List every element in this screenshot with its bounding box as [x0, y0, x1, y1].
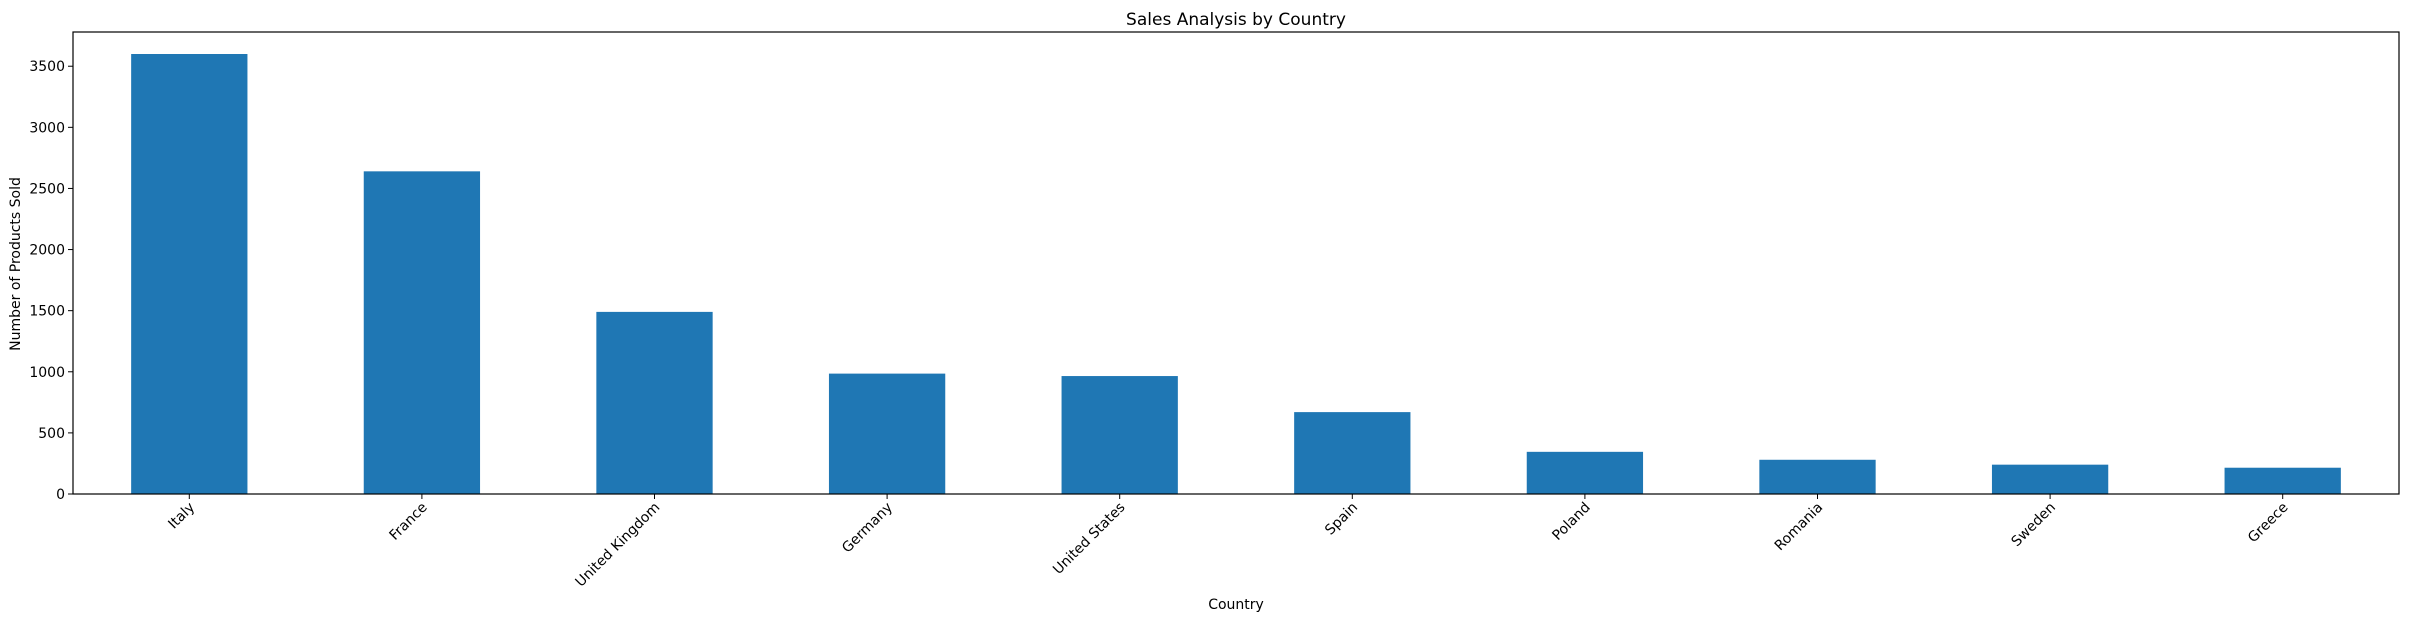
- x-tick-label: Greece: [2245, 500, 2292, 547]
- y-axis-label: Number of Products Sold: [8, 177, 24, 351]
- x-tick-label: Romania: [1772, 500, 1827, 555]
- plot-frame: [72, 31, 2400, 495]
- y-tick-label: 2500: [29, 181, 65, 197]
- y-tick-label: 1000: [29, 365, 65, 381]
- x-tick-label: Italy: [165, 500, 198, 533]
- y-tick-label: 3000: [29, 120, 65, 136]
- x-tick-label: United Kingdom: [573, 500, 664, 591]
- x-tick-label: Poland: [1549, 500, 1593, 544]
- bar-united-kingdom: [596, 311, 713, 494]
- x-tick-label: Germany: [839, 500, 896, 557]
- x-tick-label: Sweden: [2008, 500, 2058, 550]
- bar-sweden: [1991, 464, 2109, 494]
- y-tick-label: 500: [38, 426, 65, 442]
- bar-romania: [1759, 459, 1876, 494]
- y-axis: 0 500 1000 1500 2000 2500 3000 3500: [29, 59, 73, 503]
- y-tick-label: 2000: [29, 243, 65, 259]
- x-tick-label: France: [386, 500, 430, 544]
- x-tick-label: Spain: [1322, 500, 1361, 539]
- bars-group: [131, 54, 2341, 495]
- y-tick-label: 3500: [29, 59, 65, 75]
- bar-spain: [1294, 412, 1411, 494]
- bar-united-states: [1061, 376, 1178, 494]
- bar-france: [363, 171, 481, 495]
- x-axis-label: Country: [1208, 597, 1264, 613]
- bar-italy: [131, 54, 248, 494]
- bar-poland: [1526, 451, 1644, 494]
- bar-germany: [828, 373, 946, 494]
- x-tick-label: United States: [1050, 500, 1128, 578]
- bar-greece: [2224, 467, 2341, 494]
- x-axis: Italy France United Kingdom Germany United S…: [165, 494, 2292, 591]
- y-tick-label: 1500: [29, 304, 65, 320]
- y-tick-label: 0: [56, 487, 65, 503]
- chart-title: Sales Analysis by Country: [1126, 10, 1346, 30]
